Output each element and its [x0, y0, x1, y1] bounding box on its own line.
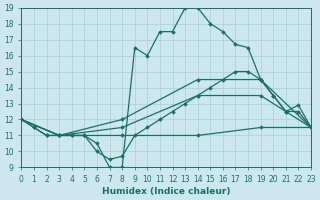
X-axis label: Humidex (Indice chaleur): Humidex (Indice chaleur) — [102, 187, 230, 196]
